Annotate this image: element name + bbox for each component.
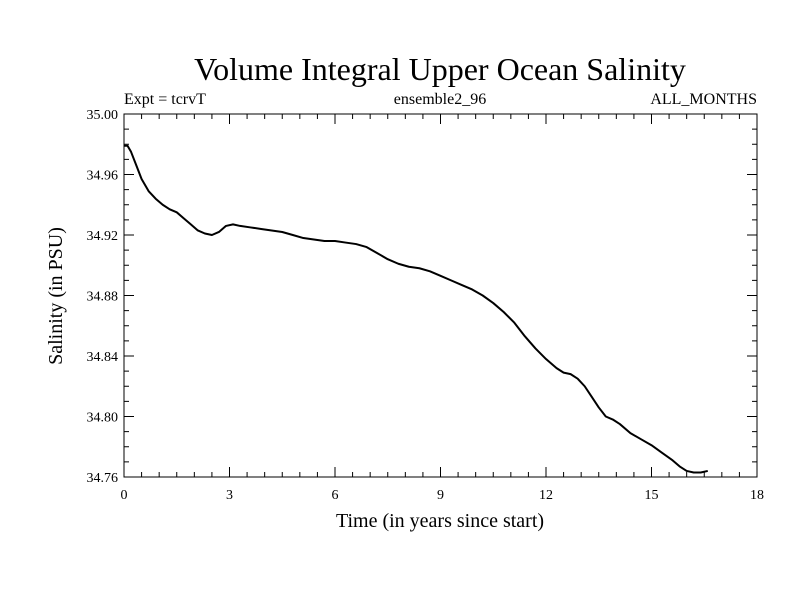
y-tick-label: 34.84: [87, 350, 119, 365]
y-tick-label: 34.80: [87, 411, 119, 426]
x-axis: 0 3 6 9 12 15 18: [121, 114, 764, 503]
x-tick-label: 0: [121, 488, 128, 503]
y-tick-label: 34.76: [87, 471, 119, 486]
y-tick-label: 34.88: [87, 290, 119, 305]
months-label: ALL_MONTHS: [650, 91, 757, 108]
chart-title: Volume Integral Upper Ocean Salinity: [194, 51, 686, 87]
ensemble-label: ensemble2_96: [394, 91, 486, 108]
x-tick-label: 3: [226, 488, 233, 503]
series-layer: [124, 144, 708, 474]
salinity-series-line: [124, 144, 708, 474]
x-tick-label: 6: [332, 488, 339, 503]
x-axis-label: Time (in years since start): [336, 510, 544, 532]
y-tick-label: 35.00: [87, 108, 119, 123]
y-axis-label: Salinity (in PSU): [45, 227, 67, 365]
x-tick-label: 12: [539, 488, 553, 503]
y-tick-label: 34.96: [87, 169, 119, 184]
y-tick-label: 34.92: [87, 229, 119, 244]
x-tick-label: 9: [437, 488, 444, 503]
plot-frame: [123, 113, 758, 478]
y-axis: 34.76 34.80 34.84 34.88 34.92 34.96 35.00: [87, 108, 757, 486]
x-tick-label: 18: [750, 488, 764, 503]
experiment-label: Expt = tcrvT: [124, 91, 206, 108]
x-tick-label: 15: [645, 488, 659, 503]
